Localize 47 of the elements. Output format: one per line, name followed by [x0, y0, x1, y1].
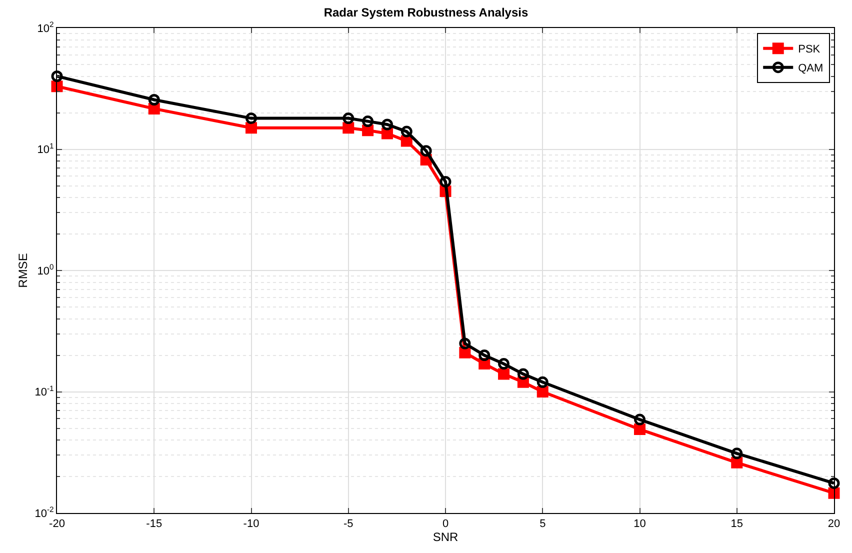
y-tick-label: 10$^{1}$ [37, 141, 54, 156]
point [148, 94, 160, 106]
x-tick-label: -10 [243, 518, 260, 530]
y-tick-label: 10$^{0}$ [37, 262, 54, 278]
point [478, 350, 490, 361]
legend-label: QAM [798, 62, 824, 75]
point [381, 118, 393, 130]
point [420, 145, 432, 157]
point [498, 358, 510, 370]
point [342, 112, 354, 124]
point [536, 376, 548, 388]
point [731, 448, 743, 460]
point [634, 414, 646, 426]
chart-title: Radar System Robustness Analysis [324, 6, 528, 20]
x-tick-label: -20 [49, 518, 65, 530]
x-tick-label: 15 [730, 518, 744, 530]
point [362, 116, 374, 128]
y-tick-label: 10$^{2}$ [37, 20, 54, 35]
y-tick-label: 10$^{-2}$ [34, 505, 54, 520]
point [362, 124, 374, 136]
point [440, 176, 452, 188]
point [731, 456, 743, 468]
legend-label: PSK [798, 44, 821, 56]
point [400, 126, 412, 138]
point [51, 70, 63, 82]
point [459, 338, 471, 350]
x-tick-label: 5 [540, 518, 546, 530]
point [246, 122, 257, 134]
point [517, 368, 529, 380]
x-axis-title: SNR [432, 530, 458, 544]
point [828, 477, 840, 489]
point [634, 424, 646, 436]
point [246, 112, 257, 124]
x-tick-label: -15 [146, 518, 162, 530]
point [536, 386, 548, 398]
x-tick-label: 10 [634, 518, 646, 530]
x-tick-label: 0 [442, 518, 449, 530]
point [381, 128, 393, 140]
y-axis-title: RMSE [16, 253, 30, 288]
point [459, 346, 471, 358]
x-tick-label: -5 [343, 518, 354, 530]
point [498, 368, 510, 380]
x-tick-label: 20 [828, 518, 840, 530]
y-tick-label: 10$^{-1}$ [34, 384, 54, 399]
point [828, 487, 840, 499]
point [148, 102, 160, 114]
point [342, 122, 354, 134]
